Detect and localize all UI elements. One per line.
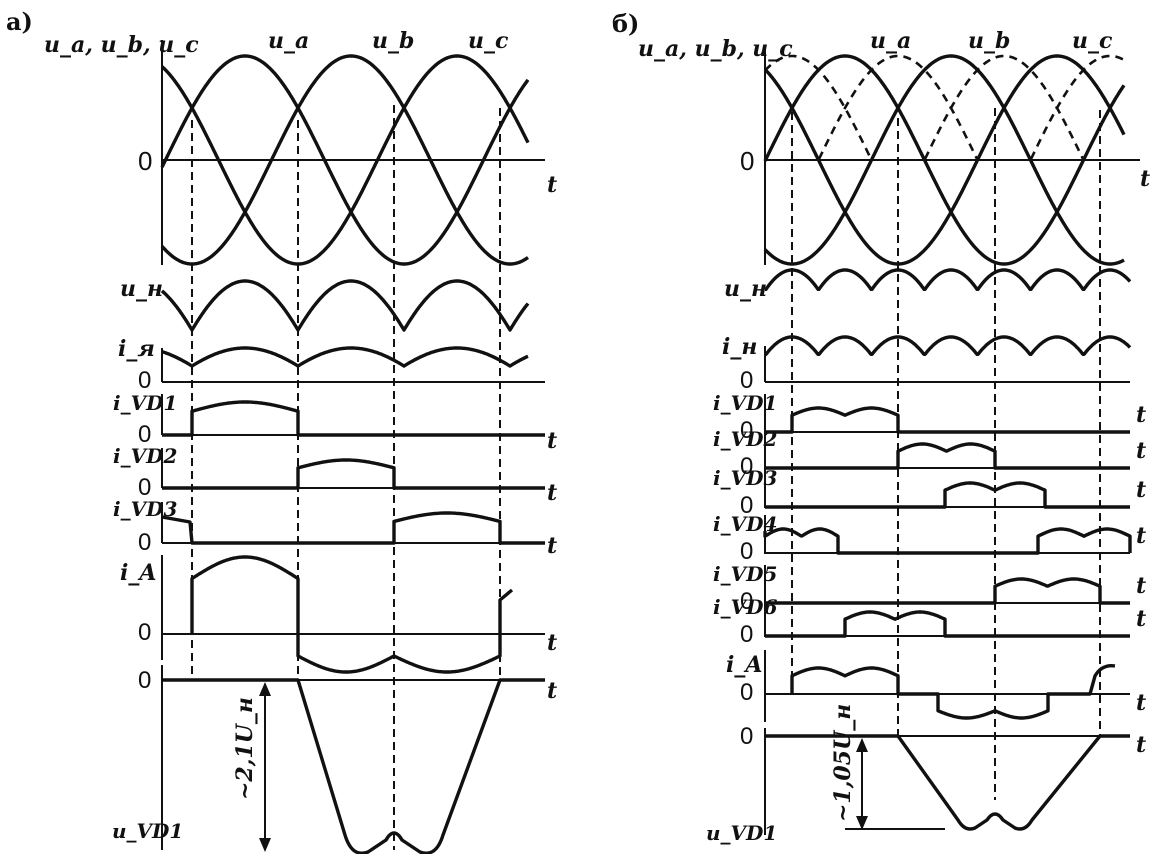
- right-diode1-time-label: t: [1136, 402, 1146, 428]
- left-phase-zero: 0: [138, 146, 152, 176]
- right-diode-voltage-zero: 0: [740, 723, 753, 750]
- left-diode1-time-label: t: [547, 428, 557, 454]
- left-phase-axis-label: u_a, u_b, u_c: [44, 32, 199, 58]
- left-diode3-current-curve: [161, 511, 545, 545]
- left-load-voltage-curve: [160, 279, 530, 332]
- right-diode2-current-curve: [765, 442, 1130, 470]
- right-diode-voltage-label: u_VD1: [706, 821, 777, 845]
- right-amplitude-arrow: [845, 738, 945, 830]
- right-load-voltage-label: u_н: [724, 276, 767, 302]
- left-diode-voltage-zero: 0: [138, 667, 151, 694]
- right-load-current-zero: 0: [740, 367, 753, 394]
- left-phase-b-curve: [160, 54, 529, 266]
- left-panel: а) u_a, u_b, u_c u_a u_b u_c 0 t u_н i_я…: [6, 7, 557, 854]
- right-phase-c-curve: [763, 54, 1126, 266]
- left-diode2-current-label: i_VD2: [113, 444, 177, 468]
- right-load-current-curve: [764, 335, 1132, 356]
- left-phase-c-name: u_c: [468, 28, 509, 54]
- left-diode2-current-curve: [162, 458, 545, 490]
- right-inverted-phase-c-curve: [817, 54, 979, 160]
- right-phase-zero: 0: [740, 146, 754, 176]
- right-diode4-time-label: t: [1136, 523, 1146, 549]
- right-diode2-zero: 0: [740, 453, 753, 480]
- left-diode2-time-label: t: [547, 480, 557, 506]
- left-load-voltage-label: u_н: [120, 276, 163, 302]
- right-inverted-phase-b-curve: [764, 54, 1125, 160]
- left-load-current-zero: 0: [138, 367, 151, 394]
- right-diode2-current-label: i_VD2: [713, 427, 777, 451]
- right-diode1-zero: 0: [740, 417, 753, 444]
- right-phase-time-label: t: [1140, 166, 1150, 192]
- left-phase-b-name: u_b: [372, 28, 414, 54]
- right-phase-axis-label: u_a, u_b, u_c: [638, 36, 793, 62]
- right-line-current-label: i_A: [726, 652, 762, 678]
- right-diode3-current-label: i_VD3: [713, 466, 777, 490]
- right-phase-b-curve: [763, 54, 1125, 266]
- left-phase-a-curve: [160, 54, 530, 266]
- left-diode1-zero: 0: [138, 421, 151, 448]
- right-diode-current-rows: i_VD10ti_VD20ti_VD30ti_VD40ti_VD50ti_VD6…: [713, 391, 1146, 648]
- right-diode6-time-label: t: [1136, 606, 1146, 632]
- right-diode6-current-label: i_VD6: [713, 595, 777, 619]
- right-diode-voltage-time-label: t: [1136, 732, 1146, 758]
- right-diode5-current-label: i_VD5: [713, 562, 777, 586]
- left-line-current-curve: [190, 555, 514, 674]
- right-diode4-zero: 0: [740, 538, 753, 565]
- right-diode5-time-label: t: [1136, 573, 1146, 599]
- right-phase-b-name: u_b: [968, 28, 1010, 54]
- left-panel-tag: а): [6, 7, 33, 36]
- right-diode5-axis: [764, 565, 1130, 604]
- right-panel: б) u_a, u_b, u_c u_a u_b u_c 0 t u_н i_н…: [612, 9, 1150, 845]
- left-diode-voltage-time-label: t: [547, 678, 557, 704]
- right-line-current-time-label: t: [1136, 690, 1146, 716]
- right-line-current-zero: 0: [740, 679, 753, 706]
- left-diode2-zero: 0: [138, 474, 151, 501]
- right-amplitude-annotation: ~1,05U_н: [830, 704, 856, 822]
- left-load-current-curve: [161, 346, 529, 368]
- right-diode3-current-curve: [765, 481, 1130, 509]
- right-phase-a-curve: [763, 54, 1126, 266]
- left-diode3-time-label: t: [547, 533, 557, 559]
- left-line-current-label: i_A: [120, 560, 156, 586]
- left-diode-voltage-curve: [162, 678, 545, 854]
- right-diode5-current-curve: [765, 577, 1130, 605]
- right-diode1-current-curve: [765, 406, 1130, 434]
- right-load-current-label: i_н: [722, 334, 757, 360]
- left-diode1-current-curve: [162, 400, 545, 437]
- right-diode6-zero: 0: [740, 621, 753, 648]
- left-phase-c-curve: [160, 54, 530, 266]
- left-diode3-zero: 0: [138, 529, 151, 556]
- right-diode4-current-curve: [763, 527, 1132, 555]
- left-amplitude-annotation: ~2,1U_н: [232, 697, 258, 800]
- right-line-current-curve: [790, 664, 1116, 720]
- right-diode2-time-label: t: [1136, 438, 1146, 464]
- left-amplitude-arrow: [259, 682, 271, 852]
- right-diode6-current-curve: [765, 610, 1130, 638]
- right-diode4-current-label: i_VD4: [713, 512, 777, 536]
- left-phase-time-label: t: [547, 172, 557, 198]
- right-diode1-axis: [764, 394, 1130, 433]
- right-load-voltage-curve: [764, 268, 1132, 291]
- left-diode-voltage-label: u_VD1: [112, 819, 183, 843]
- left-line-current-time-label: t: [547, 630, 557, 656]
- right-diode5-zero: 0: [740, 588, 753, 615]
- right-diode1-current-label: i_VD1: [713, 391, 777, 415]
- right-phase-c-name: u_c: [1072, 28, 1113, 54]
- left-line-current-zero: 0: [138, 619, 151, 646]
- left-diode1-current-label: i_VD1: [113, 391, 177, 415]
- left-load-current-label: i_я: [118, 336, 155, 362]
- left-phase-a-name: u_a: [268, 28, 309, 54]
- right-phase-a-name: u_a: [870, 28, 911, 54]
- right-panel-tag: б): [612, 9, 639, 38]
- right-diode3-zero: 0: [740, 492, 753, 519]
- right-diode3-time-label: t: [1136, 477, 1146, 503]
- right-diode-voltage-curve: [765, 734, 1130, 831]
